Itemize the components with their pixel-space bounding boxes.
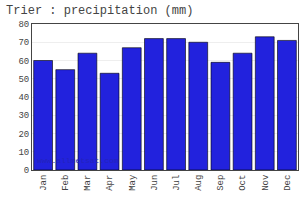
svg-text:80: 80 xyxy=(18,20,29,30)
svg-text:Sep: Sep xyxy=(216,175,226,191)
svg-text:Jun: Jun xyxy=(150,175,160,191)
svg-text:Jan: Jan xyxy=(39,175,49,191)
svg-text:Trier : precipitation (mm): Trier : precipitation (mm) xyxy=(6,4,193,18)
svg-text:Aug: Aug xyxy=(194,175,204,191)
svg-text:40: 40 xyxy=(18,93,29,103)
svg-text:30: 30 xyxy=(18,111,29,121)
svg-text:Mar: Mar xyxy=(83,175,93,191)
svg-text:Apr: Apr xyxy=(106,175,116,191)
svg-text:Dec: Dec xyxy=(283,175,293,191)
svg-text:20: 20 xyxy=(18,130,29,140)
svg-text:10: 10 xyxy=(18,148,29,158)
svg-text:Jul: Jul xyxy=(172,175,182,191)
svg-text:Oct: Oct xyxy=(239,175,249,191)
svg-text:0: 0 xyxy=(24,166,29,176)
svg-text:Nov: Nov xyxy=(261,174,271,191)
svg-text:www.allmetsat.com: www.allmetsat.com xyxy=(37,156,119,165)
svg-text:70: 70 xyxy=(18,38,29,48)
svg-text:60: 60 xyxy=(18,57,29,67)
svg-text:May: May xyxy=(128,174,138,191)
svg-text:50: 50 xyxy=(18,75,29,85)
svg-text:Feb: Feb xyxy=(61,175,71,191)
